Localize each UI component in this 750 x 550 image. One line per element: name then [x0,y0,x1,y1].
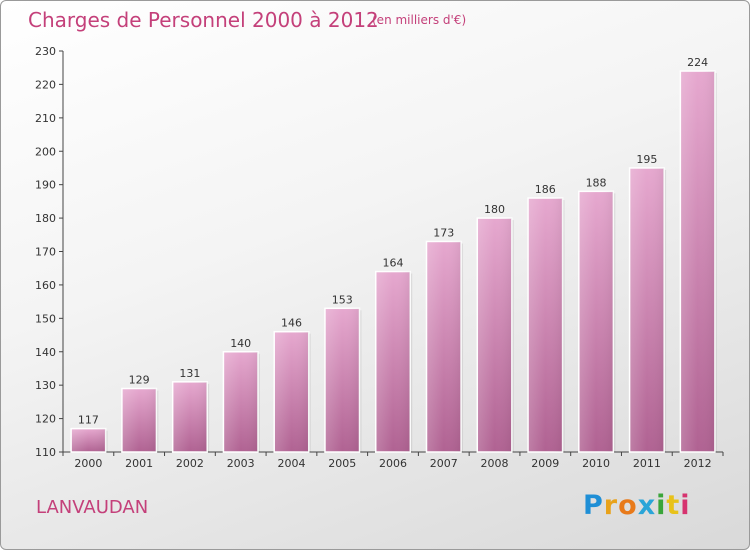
logo-letter: o [618,490,638,521]
x-tick-label: 2007 [430,457,458,470]
x-tick-label: 2009 [531,457,559,470]
logo-letter: t [666,490,681,521]
bar-shine [274,331,309,452]
data-label: 173 [433,226,454,239]
data-label: 164 [383,257,404,270]
x-tick-label: 2002 [176,457,204,470]
x-tick-label: 2003 [227,457,255,470]
data-label: 131 [179,367,200,380]
data-label: 117 [78,414,99,427]
x-tick-label: 2010 [582,457,610,470]
y-tick-label: 160 [35,279,56,292]
y-tick-label: 220 [35,78,56,91]
bar-shine [578,191,614,452]
x-tick-label: 2005 [328,457,356,470]
data-label: 188 [586,176,607,189]
logo-letter: x [637,490,657,521]
y-tick-label: 230 [35,45,56,58]
y-tick-label: 150 [35,312,56,325]
data-label: 140 [230,337,251,350]
logo-letter: r [603,490,619,521]
x-tick-label: 2008 [481,457,509,470]
logo-letter: i [680,490,691,521]
bar-shine [477,218,512,452]
bar-shine [223,351,258,452]
bar-shine [324,308,360,452]
x-tick-label: 2011 [633,457,661,470]
data-label: 195 [636,153,657,166]
y-tick-label: 180 [35,212,56,225]
bar-shine [375,271,411,452]
bar-shine [71,428,106,452]
logo-letter: P [583,490,604,521]
data-label: 224 [687,56,708,69]
x-tick-label: 2004 [277,457,305,470]
x-tick-label: 2012 [684,457,712,470]
data-label: 180 [484,203,505,216]
bar-shine [680,71,715,453]
x-tick-label: 2006 [379,457,407,470]
x-tick-label: 2001 [125,457,153,470]
data-label: 186 [535,183,556,196]
chart-subtitle: (en milliers d'€) [372,13,467,27]
proxiti-logo: Proxiti [583,490,691,521]
y-tick-label: 190 [35,179,56,192]
data-label: 129 [129,374,150,387]
y-tick-label: 200 [35,145,56,158]
commune-name: LANVAUDAN [36,497,149,518]
chart-title: Charges de Personnel 2000 à 2012 [28,8,379,32]
bar-shine [426,241,462,452]
data-label: 153 [332,293,353,306]
y-tick-label: 130 [35,379,56,392]
y-tick-label: 170 [35,246,56,259]
y-tick-label: 210 [35,112,56,125]
y-tick-label: 140 [35,346,56,359]
y-tick-label: 110 [35,446,56,459]
bar-shine [528,198,563,452]
bar-shine [121,388,157,452]
logo-letter: i [656,490,667,521]
x-tick-label: 2000 [74,457,102,470]
y-tick-label: 120 [35,413,56,426]
bar-shine [172,381,208,452]
data-label: 146 [281,317,302,330]
bar-shine [629,167,665,453]
